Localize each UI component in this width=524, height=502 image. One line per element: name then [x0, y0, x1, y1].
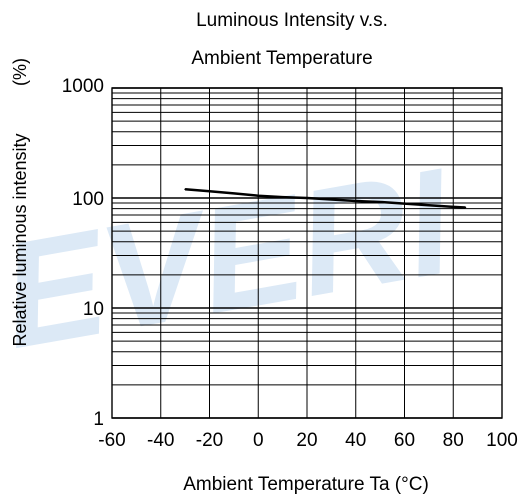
data-point — [306, 197, 308, 199]
x-tick-label: 20 — [296, 430, 317, 451]
data-point — [330, 198, 333, 201]
data-point — [403, 202, 406, 205]
x-tick-label: 0 — [253, 430, 264, 451]
y-axis-label: Relative luminous intensity — [10, 133, 30, 346]
data-point — [464, 206, 467, 209]
chart-title-line-1: Luminous Intensity v.s. — [196, 10, 388, 31]
y-tick-label: 1000 — [62, 76, 104, 97]
data-point — [379, 201, 381, 203]
x-tick-label: -20 — [196, 430, 223, 451]
y-axis-unit: (%) — [10, 58, 30, 86]
x-tick-label: 60 — [394, 430, 415, 451]
plot-frame — [111, 87, 503, 419]
x-tick-label: -40 — [147, 430, 174, 451]
x-tick-label: 80 — [443, 430, 464, 451]
data-point — [428, 204, 430, 207]
data-point — [257, 194, 260, 197]
x-tick-label: 40 — [345, 430, 366, 451]
data-point — [281, 196, 284, 198]
tick-labels: -60 -40 -20 0 20 40 60 80 100 1 10 100 1000 — [62, 76, 518, 451]
data-point — [208, 190, 211, 193]
x-tick-label: 100 — [486, 430, 518, 451]
watermark: EVERI — [0, 136, 466, 380]
data-point — [452, 206, 455, 208]
y-tick-label: 100 — [72, 189, 104, 210]
data-point — [233, 192, 235, 195]
y-tick-label: 10 — [83, 299, 104, 320]
x-tick-label: -60 — [98, 430, 125, 451]
y-tick-label: 1 — [93, 409, 104, 430]
series — [184, 188, 467, 209]
x-axis-label: Ambient Temperature Ta (°C) — [183, 474, 429, 495]
grid — [111, 87, 503, 419]
chart-title-line-2: Ambient Temperature — [191, 48, 372, 69]
data-point — [354, 200, 357, 202]
data-point — [184, 188, 186, 191]
